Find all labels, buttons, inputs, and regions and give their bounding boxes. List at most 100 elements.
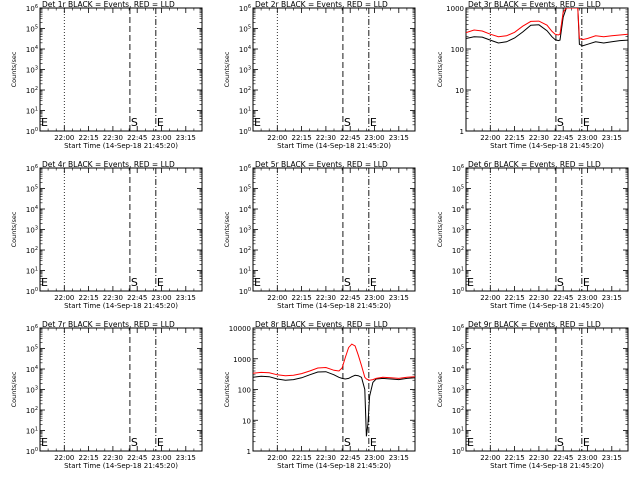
- y-tick-label: 103: [26, 66, 38, 75]
- x-tick-label: 22:15: [292, 294, 312, 302]
- tick-exponent: 6: [35, 324, 38, 330]
- y-axis-label: Counts/sec: [10, 51, 18, 87]
- tick-exponent: 3: [461, 386, 464, 392]
- panel-det-1: Det 1r BLACK = Events, RED = LLD Counts/s…: [10, 0, 203, 150]
- tick-exponent: 3: [461, 226, 464, 232]
- y-axis-label: Counts/sec: [10, 371, 18, 407]
- y-tick-label: 103: [26, 226, 38, 235]
- x-tick-label: 23:15: [602, 294, 622, 302]
- y-tick-label: 100: [452, 287, 464, 296]
- y-tick-label: 1000: [446, 5, 464, 13]
- marker-label-left: E: [254, 116, 261, 129]
- panel-title: Det 5r BLACK = Events, RED = LLD: [255, 160, 388, 169]
- y-tick-label: 103: [452, 226, 464, 235]
- tick-base: 10: [26, 165, 35, 173]
- marker-label-s: S: [557, 116, 564, 129]
- x-tick-label: 22:00: [267, 454, 287, 462]
- tick-base: 10: [452, 387, 461, 395]
- tick-exponent: 5: [35, 25, 38, 31]
- y-tick-label: 106: [26, 4, 38, 13]
- y-tick-label: 10: [242, 417, 251, 425]
- tick-exponent: 0: [35, 127, 38, 133]
- tick-exponent: 2: [248, 86, 251, 92]
- marker-label-left: E: [254, 276, 261, 289]
- panel-det-5: Det 5r BLACK = Events, RED = LLD Counts/s…: [223, 160, 416, 310]
- marker-label-e: E: [157, 436, 164, 449]
- tick-base: 10: [452, 428, 461, 436]
- tick-base: 10: [239, 108, 248, 116]
- panel-det-8: Det 8r BLACK = Events, RED = LLD Counts/s…: [223, 320, 416, 470]
- tick-exponent: 2: [248, 246, 251, 252]
- x-tick-label: 22:15: [292, 454, 312, 462]
- x-axis-label: Start Time (14-Sep-18 21:45:20): [490, 302, 604, 310]
- y-tick-label: 101: [452, 427, 464, 436]
- y-tick-label: 100: [452, 447, 464, 456]
- x-tick-label: 22:30: [529, 134, 549, 142]
- tick-base: 10: [26, 128, 35, 136]
- x-tick-label: 22:30: [316, 134, 336, 142]
- marker-label-left: E: [467, 276, 474, 289]
- x-tick-label: 22:30: [316, 454, 336, 462]
- marker-label-e: E: [583, 276, 590, 289]
- y-tick-label: 100: [26, 287, 38, 296]
- tick-exponent: 5: [248, 185, 251, 191]
- x-tick-label: 23:00: [577, 294, 597, 302]
- x-tick-label: 22:45: [340, 454, 360, 462]
- tick-base: 10: [452, 268, 461, 276]
- tick-exponent: 4: [461, 205, 464, 211]
- tick-exponent: 4: [35, 365, 38, 371]
- x-tick-label: 22:15: [79, 134, 99, 142]
- y-tick-label: 106: [239, 4, 251, 13]
- tick-base: 10: [26, 325, 35, 333]
- tick-exponent: 5: [35, 185, 38, 191]
- y-axis-label: Counts/sec: [223, 371, 231, 407]
- tick-exponent: 3: [35, 226, 38, 232]
- tick-exponent: 0: [35, 447, 38, 453]
- tick-base: 10: [239, 268, 248, 276]
- tick-base: 10: [452, 346, 461, 354]
- tick-exponent: 3: [248, 226, 251, 232]
- x-tick-label: 22:30: [529, 454, 549, 462]
- tick-base: 10: [452, 247, 461, 255]
- tick-exponent: 4: [248, 205, 251, 211]
- tick-exponent: 1: [248, 267, 251, 273]
- y-tick-label: 101: [452, 267, 464, 276]
- y-tick-label: 101: [239, 267, 251, 276]
- y-tick-label: 105: [239, 25, 251, 34]
- tick-base: 10: [26, 428, 35, 436]
- y-axis-label: Counts/sec: [436, 371, 444, 407]
- marker-label-e: E: [157, 116, 164, 129]
- y-tick-label: 104: [452, 365, 464, 374]
- tick-base: 10: [452, 407, 461, 415]
- tick-exponent: 1: [461, 267, 464, 273]
- tick-base: 10: [26, 268, 35, 276]
- x-axis-label: Start Time (14-Sep-18 21:45:20): [490, 462, 604, 470]
- y-tick-label: 102: [239, 86, 251, 95]
- tick-base: 10: [239, 5, 248, 13]
- x-tick-label: 22:45: [340, 134, 360, 142]
- tick-exponent: 1: [248, 107, 251, 113]
- y-tick-label: 104: [26, 365, 38, 374]
- tick-base: 10: [26, 387, 35, 395]
- tick-base: 10: [452, 366, 461, 374]
- marker-label-s: S: [131, 276, 138, 289]
- y-tick-label: 1000: [233, 356, 251, 364]
- tick-exponent: 0: [461, 447, 464, 453]
- x-tick-label: 23:00: [577, 134, 597, 142]
- y-axis-label: Counts/sec: [223, 211, 231, 247]
- tick-base: 10: [452, 227, 461, 235]
- tick-exponent: 3: [35, 386, 38, 392]
- tick-base: 10: [452, 448, 461, 456]
- x-tick-label: 23:15: [602, 454, 622, 462]
- tick-exponent: 4: [461, 365, 464, 371]
- tick-base: 10: [452, 186, 461, 194]
- x-tick-label: 23:15: [389, 294, 409, 302]
- tick-exponent: 1: [35, 267, 38, 273]
- tick-base: 10: [26, 5, 35, 13]
- x-tick-label: 23:00: [364, 294, 384, 302]
- y-tick-label: 105: [26, 25, 38, 34]
- y-tick-label: 104: [26, 45, 38, 54]
- x-axis-label: Start Time (14-Sep-18 21:45:20): [277, 302, 391, 310]
- y-tick-label: 101: [26, 427, 38, 436]
